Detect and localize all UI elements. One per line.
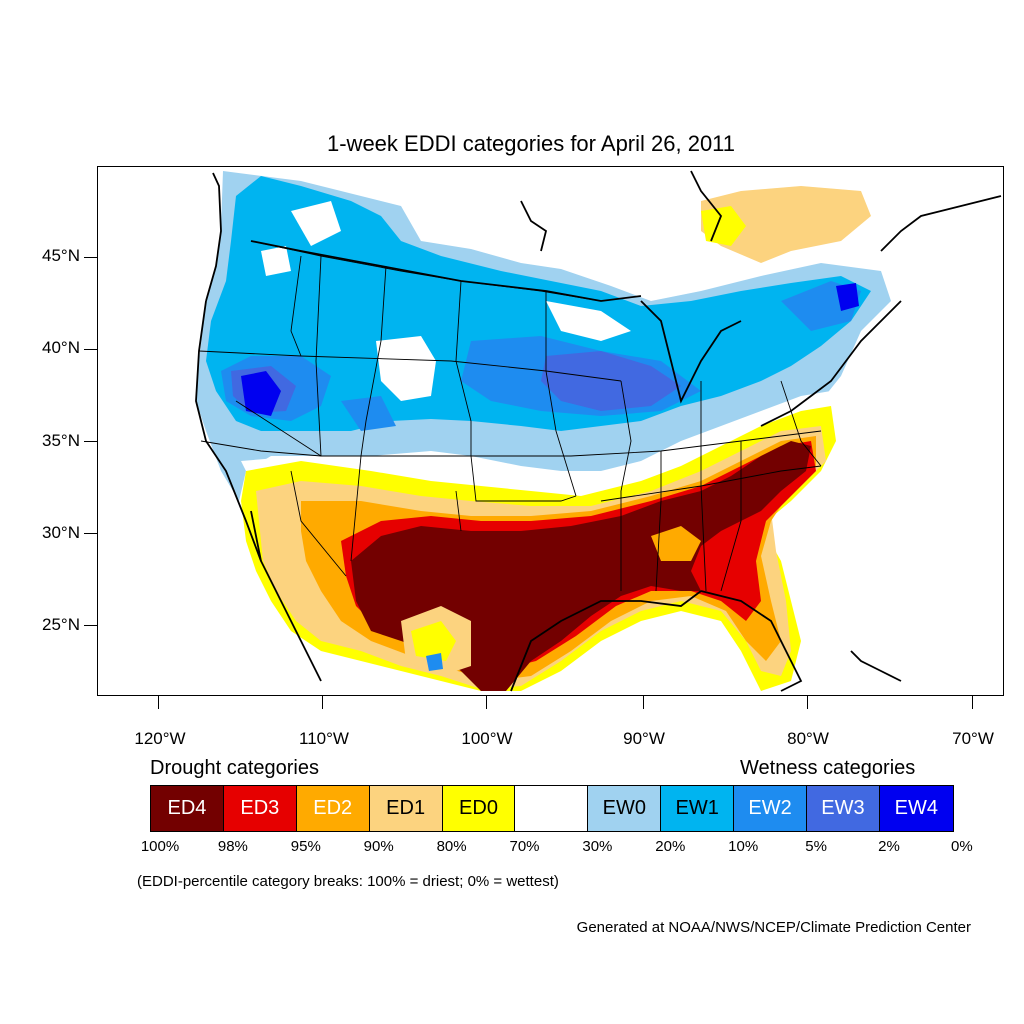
percent-break-label: 70% <box>509 838 540 855</box>
wetness-heading: Wetness categories <box>740 757 916 779</box>
lon-label: 80°W <box>787 729 829 748</box>
coastlines <box>195 170 1002 692</box>
percent-break-label: 98% <box>217 838 248 855</box>
legend-box: EW3 <box>807 786 880 831</box>
ed2-hole <box>651 526 701 561</box>
lon-tick <box>643 696 644 709</box>
lat-tick <box>84 625 97 626</box>
ew-patch <box>426 653 443 671</box>
percent-break-label: 0% <box>951 838 973 855</box>
ew2-region <box>341 396 396 431</box>
lat-tick <box>84 349 97 350</box>
neutral-hole <box>291 201 341 246</box>
legend-box: ED1 <box>369 786 443 831</box>
legend-box: ED3 <box>223 786 297 831</box>
ed0-hole <box>411 621 456 661</box>
percent-break-label: 30% <box>582 838 613 855</box>
ew1-region <box>206 176 871 431</box>
lon-label: 120°W <box>134 729 186 748</box>
lat-label: 40°N <box>42 338 80 357</box>
ew3-region <box>541 351 681 411</box>
lon-tick <box>972 696 973 709</box>
lat-tick <box>84 257 97 258</box>
ew4-region <box>241 371 281 416</box>
percent-break-label: 95% <box>290 838 321 855</box>
lon-label: 110°W <box>299 729 349 748</box>
legend-box: EW2 <box>734 786 808 831</box>
eddi-map <box>97 166 1004 696</box>
state-boundaries <box>198 240 822 592</box>
map-title: 1-week EDDI categories for April 26, 201… <box>327 131 736 156</box>
legend-bar: ED4 ED3 ED2 ED1 ED0 EW0 EW1 EW2 EW3 EW4 <box>150 785 954 832</box>
lat-label: 30°N <box>42 523 80 542</box>
lon-tick <box>486 696 487 709</box>
ed1-region <box>701 186 871 263</box>
lon-label: 70°W <box>952 729 994 748</box>
legend-box <box>515 786 589 831</box>
percent-break-label: 2% <box>878 838 900 855</box>
lon-label: 100°W <box>461 729 513 748</box>
legend-box: EW0 <box>588 786 662 831</box>
drought-heading: Drought categories <box>150 757 319 779</box>
lon-tick <box>322 696 323 709</box>
legend-box: ED2 <box>296 786 370 831</box>
legend-box: EW1 <box>661 786 735 831</box>
lat-label: 35°N <box>42 431 80 450</box>
percent-break-label: 80% <box>436 838 467 855</box>
lon-tick <box>807 696 808 709</box>
credit-text: Generated at NOAA/NWS/NCEP/Climate Predi… <box>576 919 971 936</box>
lon-label: 90°W <box>623 729 665 748</box>
percent-break-label: 100% <box>140 838 180 855</box>
percent-break-label: 10% <box>728 838 759 855</box>
lon-tick <box>158 696 159 709</box>
percent-break-label: 90% <box>363 838 394 855</box>
ew4-region <box>836 283 859 311</box>
legend-box: ED0 <box>442 786 516 831</box>
neutral-hole <box>261 246 291 276</box>
neutral-hole <box>546 301 631 341</box>
lat-tick <box>84 441 97 442</box>
neutral-hole <box>376 336 436 401</box>
legend-box: ED4 <box>151 786 224 831</box>
map-svg <box>195 170 1002 692</box>
legend-box: EW4 <box>879 786 953 831</box>
category-note: (EDDI-percentile category breaks: 100% =… <box>137 873 559 890</box>
percent-break-label: 5% <box>805 838 827 855</box>
percent-break-label: 20% <box>655 838 686 855</box>
lat-label: 25°N <box>42 615 80 634</box>
lat-tick <box>84 533 97 534</box>
lat-label: 45°N <box>42 246 80 265</box>
